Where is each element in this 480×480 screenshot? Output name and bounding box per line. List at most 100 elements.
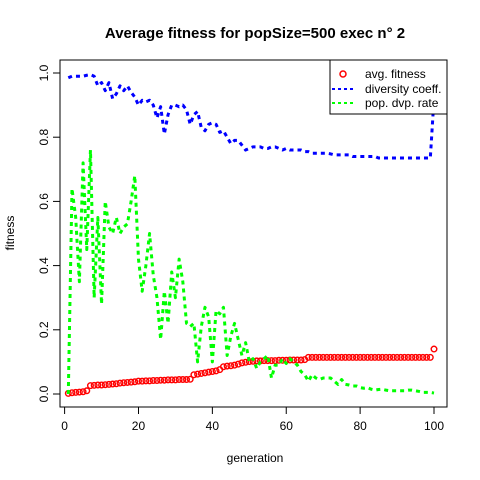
data-point-avg-fitness [297, 356, 305, 364]
data-point-avg-fitness [149, 377, 157, 385]
data-point-avg-fitness [345, 353, 353, 361]
data-point-avg-fitness [279, 356, 287, 364]
legend-label-pop-dvp-rate: pop. dvp. rate [365, 96, 439, 110]
data-point-avg-fitness [264, 357, 272, 365]
y-tick-label: 0.6 [37, 193, 51, 210]
data-point-avg-fitness [323, 353, 331, 361]
data-point-avg-fitness [160, 376, 168, 384]
data-point-avg-fitness [378, 353, 386, 361]
data-point-avg-fitness [134, 377, 142, 385]
data-point-avg-fitness [146, 377, 154, 385]
chart-title: Average fitness for popSize=500 exec n° … [105, 25, 405, 42]
legend-label-diversity-coeff: diversity coeff. [365, 82, 441, 96]
x-tick-label: 40 [206, 419, 220, 433]
data-point-avg-fitness [101, 381, 109, 389]
data-point-avg-fitness [408, 353, 416, 361]
x-axis: 0 20 40 60 80 100 [61, 406, 444, 433]
data-point-avg-fitness [423, 353, 431, 361]
data-point-avg-fitness [349, 353, 357, 361]
x-tick-label: 60 [280, 419, 294, 433]
x-tick-label: 20 [132, 419, 146, 433]
series-layer [64, 73, 438, 397]
data-point-avg-fitness [153, 377, 161, 385]
data-point-avg-fitness [308, 353, 316, 361]
data-point-avg-fitness [352, 353, 360, 361]
y-tick-label: 0.2 [37, 321, 51, 338]
legend-marker-avg-fitness [339, 70, 347, 78]
data-point-avg-fitness [120, 379, 128, 387]
data-point-avg-fitness [400, 353, 408, 361]
data-point-avg-fitness [367, 353, 375, 361]
data-point-avg-fitness [386, 353, 394, 361]
data-point-avg-fitness [404, 353, 412, 361]
series-diversity-coeff [67, 73, 436, 160]
data-point-avg-fitness [131, 378, 139, 386]
data-point-avg-fitness [304, 353, 312, 361]
data-point-avg-fitness [419, 353, 427, 361]
data-point-avg-fitness [227, 362, 235, 370]
data-point-avg-fitness [208, 368, 216, 376]
data-point-avg-fitness [72, 388, 80, 396]
data-point-avg-fitness [90, 381, 98, 389]
data-point-avg-fitness [219, 363, 227, 371]
data-point-avg-fitness [112, 380, 120, 388]
x-tick-label: 100 [424, 419, 444, 433]
data-point-avg-fitness [138, 377, 146, 385]
data-point-avg-fitness [86, 382, 94, 390]
data-point-avg-fitness [105, 380, 113, 388]
data-point-avg-fitness [341, 353, 349, 361]
data-point-avg-fitness [171, 376, 179, 384]
data-point-avg-fitness [364, 353, 372, 361]
data-point-avg-fitness [334, 353, 342, 361]
data-point-avg-fitness [360, 353, 368, 361]
data-point-avg-fitness [190, 371, 198, 379]
data-point-avg-fitness [234, 360, 242, 368]
data-point-avg-fitness [271, 357, 279, 365]
y-axis-label: fitness [3, 216, 17, 251]
series-line-diversity-coeff [67, 73, 436, 160]
data-point-avg-fitness [319, 353, 327, 361]
data-point-avg-fitness [242, 358, 250, 366]
data-point-avg-fitness [197, 369, 205, 377]
data-point-avg-fitness [179, 376, 187, 384]
data-point-avg-fitness [382, 353, 390, 361]
x-tick-label: 80 [353, 419, 367, 433]
data-point-avg-fitness [393, 353, 401, 361]
data-point-avg-fitness [164, 376, 172, 384]
data-point-avg-fitness [175, 376, 183, 384]
data-point-avg-fitness [293, 356, 301, 364]
y-axis: 0.0 0.2 0.4 0.6 0.8 1.0 [37, 64, 61, 402]
data-point-avg-fitness [330, 353, 338, 361]
data-point-avg-fitness [312, 353, 320, 361]
legend-label-avg-fitness: avg. fitness [365, 67, 426, 81]
data-point-avg-fitness [194, 370, 202, 378]
data-point-avg-fitness [315, 353, 323, 361]
data-point-avg-fitness [375, 353, 383, 361]
data-point-avg-fitness [83, 387, 91, 395]
data-point-avg-fitness [186, 375, 194, 383]
data-point-avg-fitness [157, 376, 165, 384]
data-point-avg-fitness [168, 376, 176, 384]
data-point-avg-fitness [223, 362, 231, 370]
data-point-avg-fitness [426, 353, 434, 361]
data-point-avg-fitness [127, 378, 135, 386]
y-tick-label: 0.8 [37, 129, 51, 146]
legend: avg. fitness diversity coeff. pop. dvp. … [329, 59, 448, 115]
y-tick-label: 1.0 [37, 64, 51, 81]
data-point-avg-fitness [415, 353, 423, 361]
data-point-avg-fitness [212, 367, 220, 375]
data-point-avg-fitness [397, 353, 405, 361]
data-point-avg-fitness [142, 377, 150, 385]
data-point-avg-fitness [109, 380, 117, 388]
data-point-avg-fitness [338, 353, 346, 361]
legend-box [329, 59, 448, 115]
x-axis-label: generation [227, 451, 284, 465]
data-point-avg-fitness [371, 353, 379, 361]
data-point-avg-fitness [79, 388, 87, 396]
data-point-avg-fitness [75, 388, 83, 396]
data-point-avg-fitness [430, 345, 438, 353]
data-point-avg-fitness [327, 353, 335, 361]
y-tick-label: 0.0 [37, 385, 51, 402]
data-point-avg-fitness [183, 376, 191, 384]
